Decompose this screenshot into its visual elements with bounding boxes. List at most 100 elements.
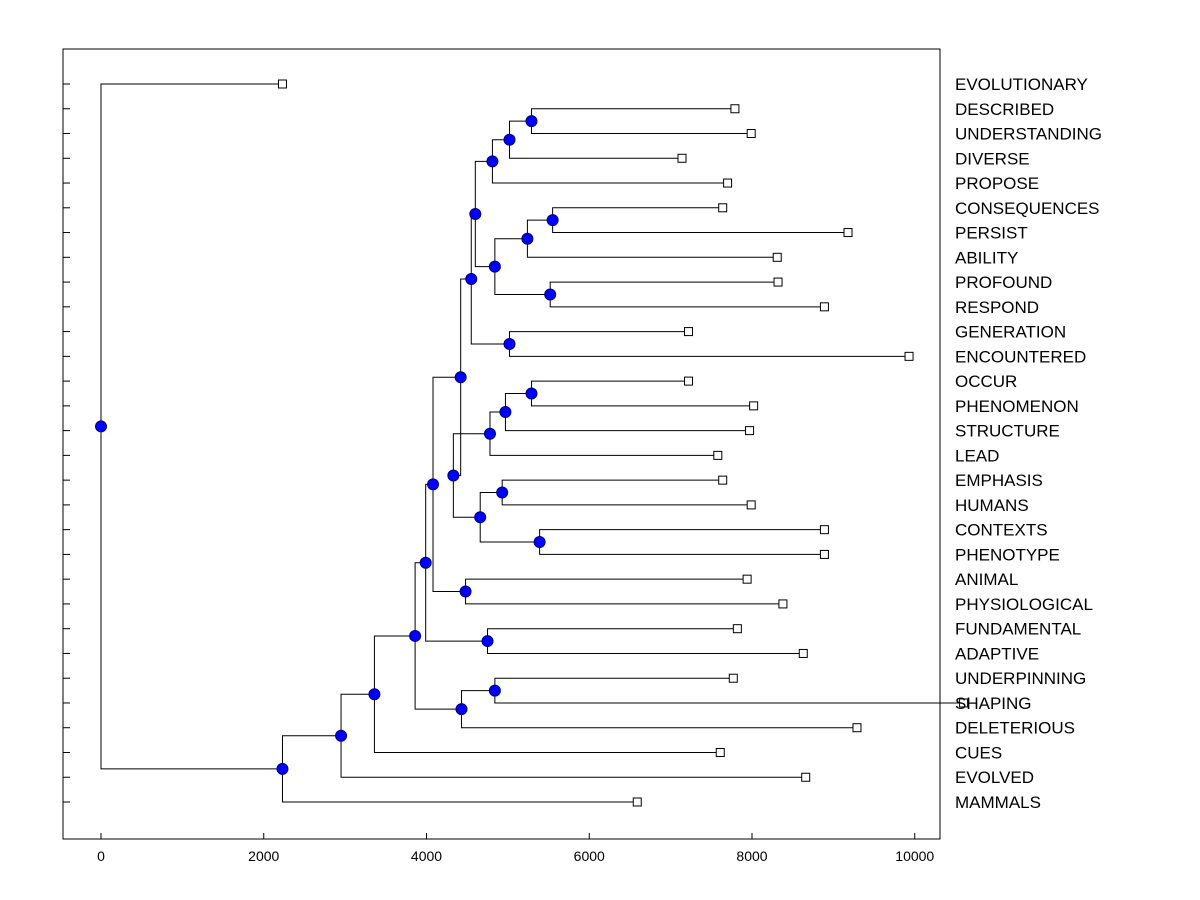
merge-node — [465, 272, 478, 285]
leaf-label: PROFOUND — [955, 273, 1052, 292]
merge-node — [488, 684, 501, 697]
leaf-marker — [728, 673, 738, 683]
link-m1 — [530, 108, 752, 135]
leaf-marker — [730, 104, 740, 114]
merge-node — [525, 115, 538, 128]
merge-node — [503, 133, 516, 146]
leaf-label: CONTEXTS — [955, 521, 1048, 540]
leaf-label: CUES — [955, 743, 1002, 762]
leaf-marker — [778, 599, 788, 609]
leaf-label: ABILITY — [955, 248, 1018, 267]
link-m11 — [530, 380, 754, 407]
merge-node — [483, 427, 496, 440]
leaf-label: SHAPING — [955, 694, 1032, 713]
leaf-label: ADAPTIVE — [955, 644, 1039, 663]
x-tick-label: 8000 — [736, 848, 767, 864]
merge-node — [454, 371, 467, 384]
leaf-label: DELETERIOUS — [955, 719, 1075, 738]
merge-node — [335, 729, 348, 742]
leaf-label: CONSEQUENCES — [955, 199, 1100, 218]
link-m12 — [504, 392, 750, 432]
leaf-marker — [715, 747, 725, 757]
merge-node — [459, 585, 472, 598]
merge-node — [419, 556, 432, 569]
merge-node-markers — [95, 115, 559, 775]
leaf-marker — [713, 450, 723, 460]
link-m27 — [340, 693, 806, 778]
merge-node — [469, 207, 482, 220]
link-m24 — [460, 690, 857, 729]
leaf-marker — [277, 79, 287, 89]
merge-node — [95, 420, 107, 433]
link-m7 — [494, 238, 551, 295]
leaf-marker — [819, 302, 829, 312]
link-m2 — [509, 120, 683, 159]
merge-node — [488, 260, 501, 273]
plot-frame — [62, 48, 941, 840]
leaf-label: EVOLUTIONARY — [955, 75, 1088, 94]
leaf-marker — [684, 376, 694, 386]
link-m21 — [487, 628, 804, 654]
x-tick-label: 10000 — [895, 848, 934, 864]
leaf-marker — [677, 153, 687, 163]
x-tick-label: 2000 — [248, 848, 279, 864]
leaf-marker — [723, 178, 733, 188]
leaf-label: STRUCTURE — [955, 422, 1060, 441]
link-m6 — [549, 281, 825, 308]
x-tick-label: 0 — [97, 848, 105, 864]
leaf-marker — [843, 228, 853, 238]
leaf-label: FUNDAMENTAL — [955, 620, 1081, 639]
leaf-label: EVOLVED — [955, 768, 1034, 787]
link-m25 — [414, 562, 462, 710]
merge-node — [447, 469, 460, 482]
leaf-marker — [632, 797, 642, 807]
leaf-marker — [819, 525, 829, 535]
leaf-label: EMPHASIS — [955, 471, 1043, 490]
leaf-label: UNDERSTANDING — [955, 125, 1102, 144]
merge-node — [533, 536, 546, 549]
merge-node — [486, 155, 499, 168]
leaf-label: MAMMALS — [955, 793, 1041, 812]
merge-node — [427, 478, 440, 491]
link-m4 — [552, 207, 849, 234]
leaf-marker — [772, 252, 782, 262]
leaf-label: PHENOMENON — [955, 397, 1079, 416]
leaf-label: ENCOUNTERED — [955, 347, 1086, 366]
merge-node — [546, 214, 559, 227]
link-m15 — [539, 529, 825, 555]
merge-node — [499, 406, 512, 419]
merge-node — [544, 288, 557, 301]
leaf-label: HUMANS — [955, 496, 1029, 515]
merge-node — [409, 629, 422, 642]
link-m13 — [489, 411, 718, 456]
merge-node — [496, 486, 509, 499]
x-tick-label: 4000 — [411, 848, 442, 864]
leaf-marker — [742, 574, 752, 584]
leaf-label: GENERATION — [955, 323, 1066, 342]
leaf-marker — [801, 772, 811, 782]
leaf-marker — [732, 624, 742, 634]
link-m9 — [509, 331, 910, 357]
merge-node — [368, 688, 381, 701]
leaf-label: DIVERSE — [955, 149, 1030, 168]
left-tick-marks — [63, 83, 70, 803]
link-m28 — [281, 735, 638, 803]
leaf-marker — [773, 277, 783, 287]
leaf-marker — [718, 475, 728, 485]
leaf-label: PHYSIOLOGICAL — [955, 595, 1093, 614]
leaf-marker — [684, 327, 694, 337]
merge-node — [455, 703, 468, 716]
x-tick-label: 6000 — [574, 848, 605, 864]
merge-node — [521, 232, 534, 245]
leaf-marker — [718, 203, 728, 213]
leaf-marker — [749, 401, 759, 411]
leaf-label: OCCUR — [955, 372, 1017, 391]
leaf-marker — [746, 129, 756, 139]
dendrogram-links — [100, 83, 964, 803]
leaf-marker — [959, 698, 969, 708]
merge-node — [525, 387, 538, 400]
leaf-marker — [904, 351, 914, 361]
merge-node — [503, 337, 516, 350]
leaf-label: DESCRIBED — [955, 100, 1054, 119]
